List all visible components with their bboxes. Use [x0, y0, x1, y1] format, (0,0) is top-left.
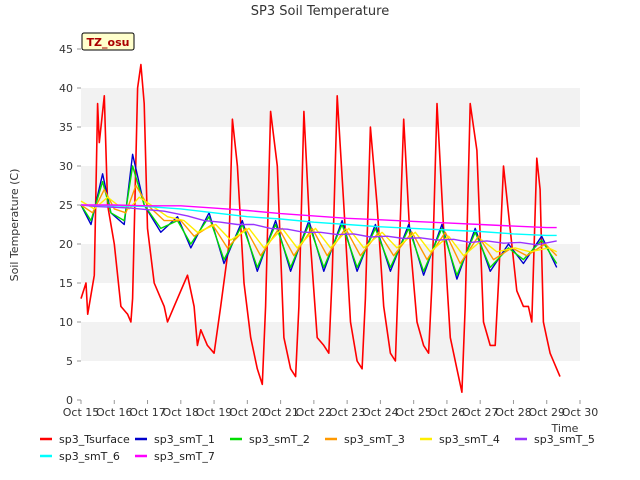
- legend-label: sp3_smT_2: [249, 433, 310, 446]
- y-tick-label: 10: [59, 316, 73, 329]
- grid-band: [81, 361, 580, 400]
- legend-label: sp3_smT_4: [439, 433, 500, 446]
- legend-label: sp3_smT_5: [534, 433, 595, 446]
- legend-label: sp3_smT_6: [59, 450, 120, 463]
- x-tick-label: Oct 16: [96, 406, 133, 419]
- y-axis-title: Soil Temperature (C): [8, 169, 21, 282]
- chart-title: SP3 Soil Temperature: [251, 4, 389, 19]
- x-tick-label: Oct 17: [129, 406, 166, 419]
- x-tick-label: Oct 28: [495, 406, 532, 419]
- x-tick-label: Oct 23: [329, 406, 366, 419]
- x-tick-label: Oct 24: [362, 406, 399, 419]
- x-tick-label: Oct 15: [63, 406, 100, 419]
- x-tick-label: Oct 30: [562, 406, 599, 419]
- x-tick-label: Oct 29: [528, 406, 565, 419]
- x-tick-label: Oct 19: [196, 406, 233, 419]
- x-tick-label: Oct 21: [262, 406, 299, 419]
- x-tick-label: Oct 26: [429, 406, 466, 419]
- legend-label: sp3_smT_7: [154, 450, 215, 463]
- y-tick-label: 20: [59, 238, 73, 251]
- x-tick-label: Oct 22: [296, 406, 333, 419]
- y-axis-ticks: 0 5 10 15 20 25 30 35 40 45: [59, 43, 81, 407]
- x-tick-label: Oct 18: [163, 406, 200, 419]
- x-tick-label: Oct 27: [462, 406, 499, 419]
- annotation-box: TZ_osu: [81, 32, 135, 51]
- y-tick-label: 45: [59, 43, 73, 56]
- legend-label: sp3_smT_1: [154, 433, 215, 446]
- legend-label: sp3_smT_3: [344, 433, 405, 446]
- y-tick-label: 0: [66, 394, 73, 407]
- legend: sp3_Tsurface sp3_smT_1 sp3_smT_2 sp3_smT_3 s…: [40, 433, 595, 463]
- x-axis-title: Time: [551, 422, 579, 435]
- y-tick-label: 35: [59, 121, 73, 134]
- series-line-sp3-smT-4: [80, 196, 557, 257]
- grid-band: [81, 166, 580, 205]
- x-tick-label: Oct 20: [229, 406, 266, 419]
- annotation-text: TZ_osu: [87, 36, 130, 49]
- legend-label: sp3_Tsurface: [59, 433, 130, 446]
- annotation-box-frame: [81, 32, 135, 51]
- series-lines: [80, 63, 561, 394]
- series-line-sp3-smT-5: [80, 204, 557, 246]
- grid-band: [81, 49, 580, 88]
- y-tick-label: 25: [59, 199, 73, 212]
- x-tick-label: Oct 25: [395, 406, 432, 419]
- series-line-sp3-smT-7: [81, 204, 557, 229]
- grid-band: [81, 127, 580, 166]
- y-tick-label: 15: [59, 277, 73, 290]
- series-line-sp3-Tsurface: [80, 63, 561, 394]
- y-tick-label: 40: [59, 82, 73, 95]
- series-line-sp3-smT-6: [80, 204, 557, 237]
- y-tick-label: 30: [59, 160, 73, 173]
- y-tick-label: 5: [66, 355, 73, 368]
- grid-band: [81, 88, 580, 127]
